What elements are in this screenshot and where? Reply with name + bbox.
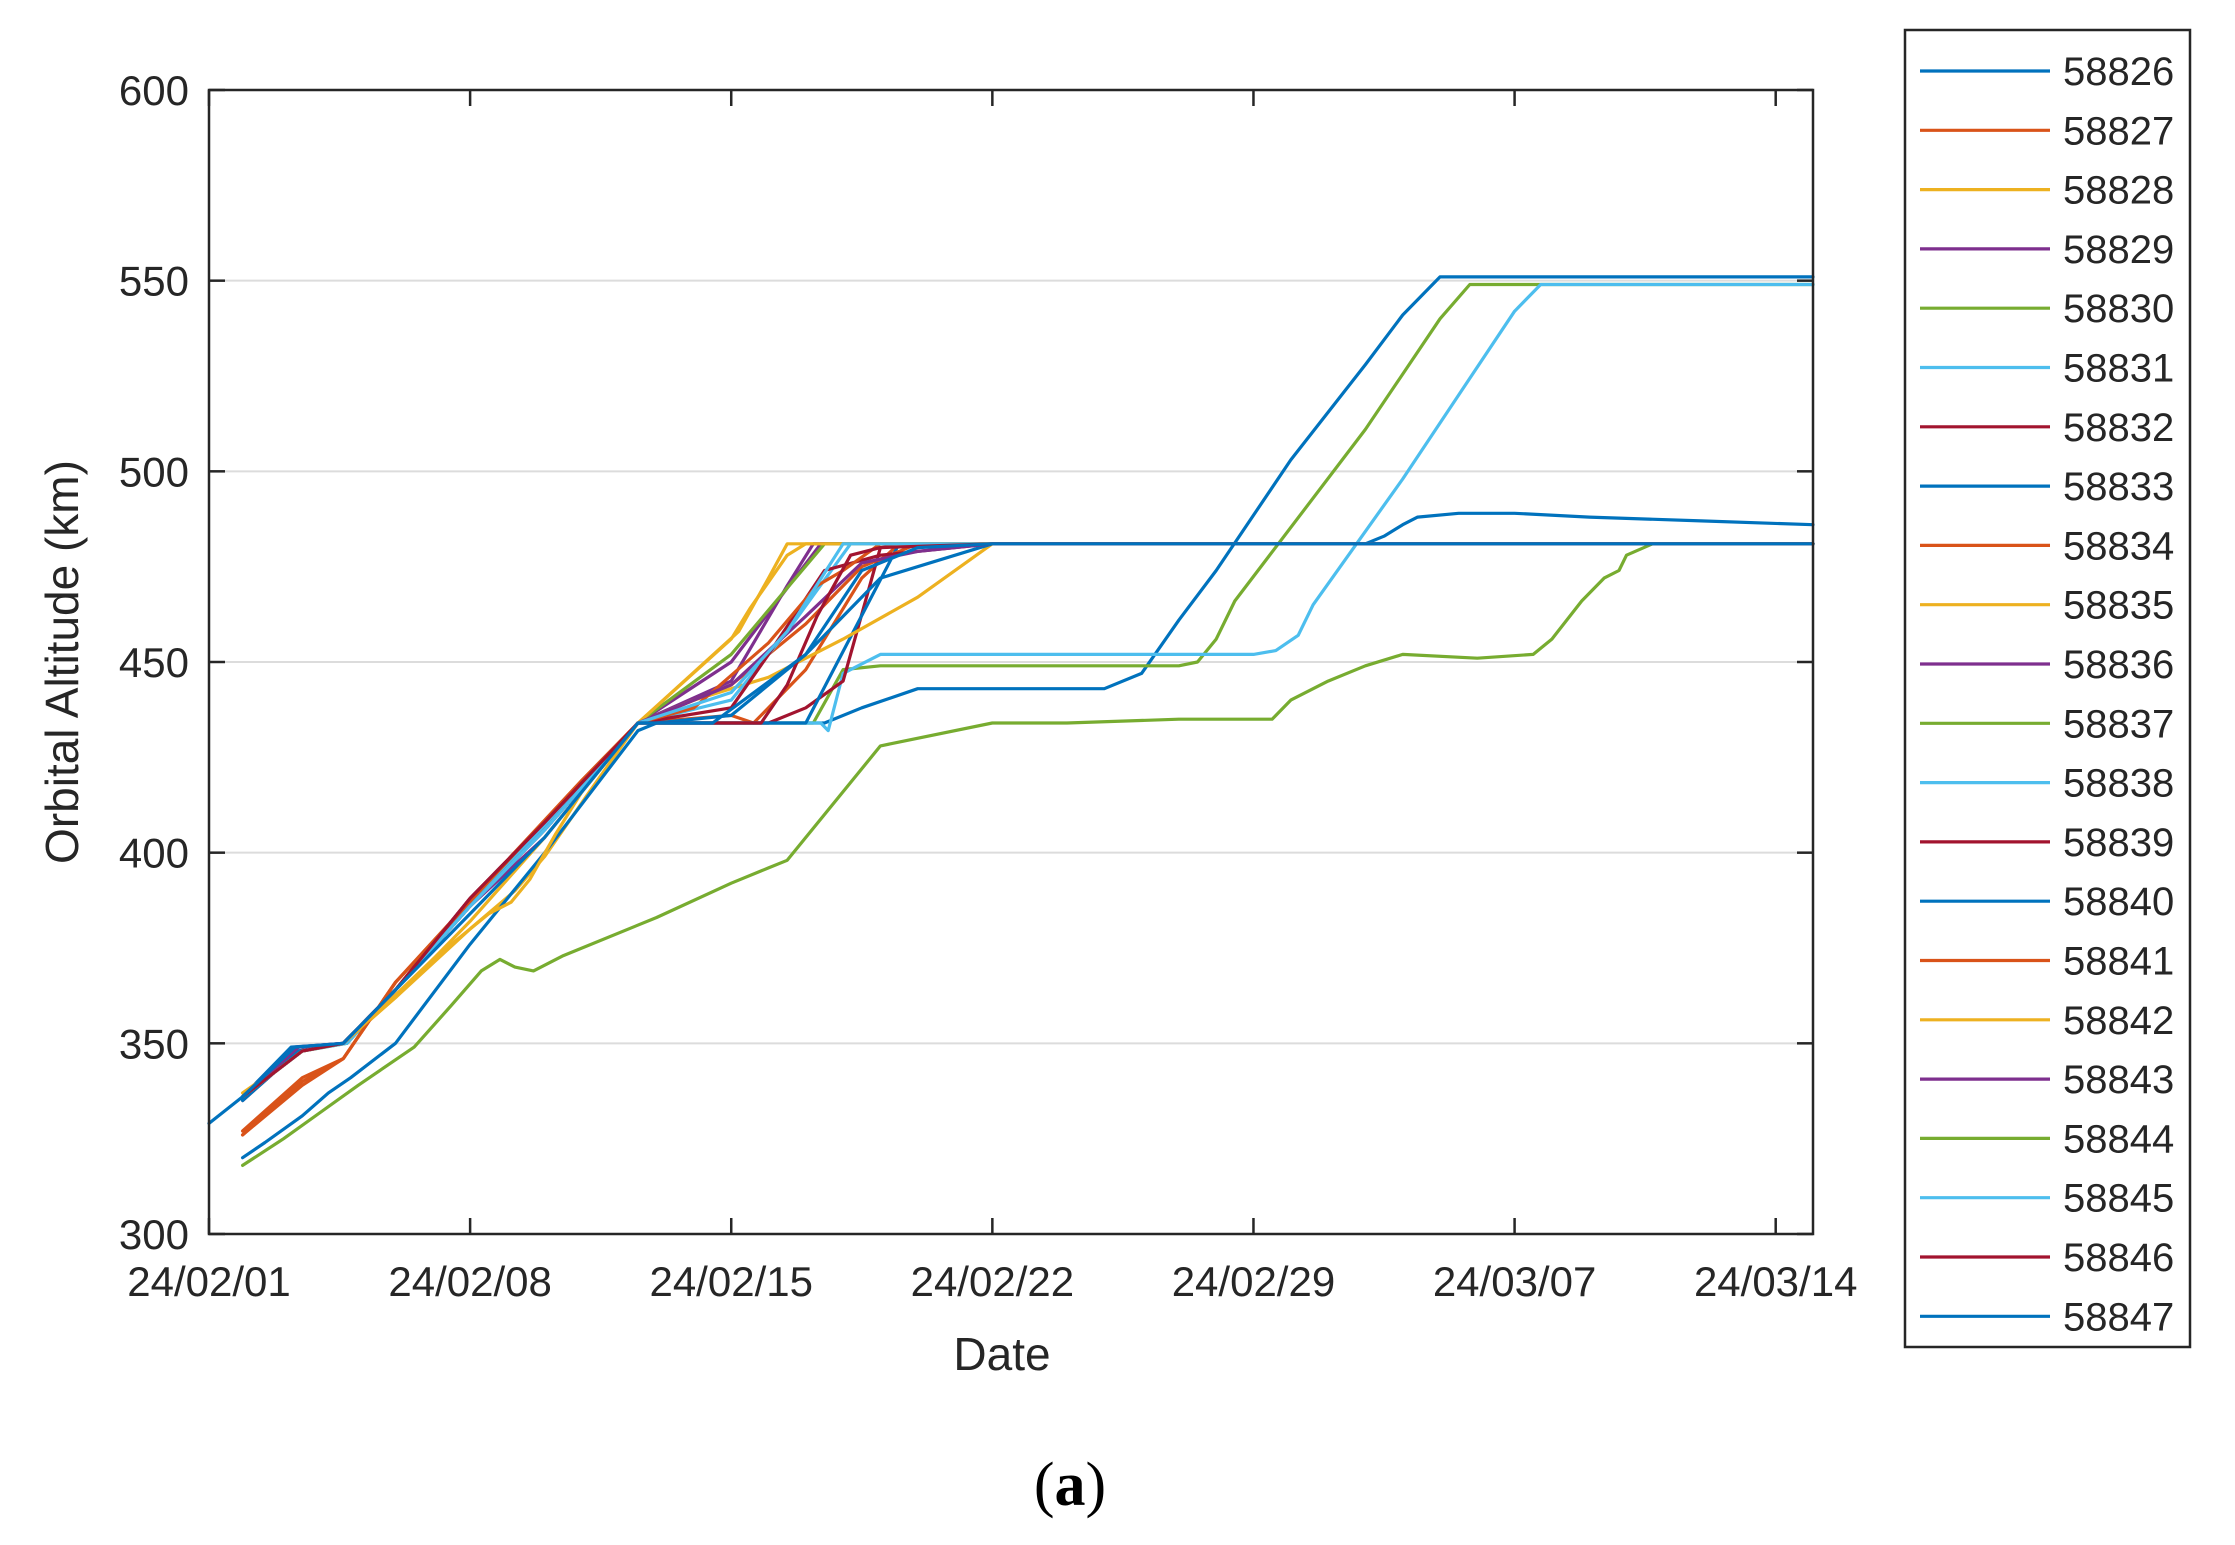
legend-label: 58843: [2063, 1058, 2174, 1102]
legend-entry-58831: 58831: [1920, 347, 2174, 391]
legend-label: 58846: [2063, 1236, 2174, 1280]
legend-label: 58847: [2063, 1295, 2174, 1339]
x-tick-label: 24/03/07: [1433, 1258, 1597, 1305]
y-tick-label: 500: [119, 448, 189, 495]
legend-label: 58833: [2063, 465, 2174, 509]
legend-label: 58838: [2063, 762, 2174, 806]
y-axis-ticks: 300 350 400 450 500 550 600: [119, 67, 1813, 1258]
x-tick-label: 24/03/14: [1694, 1258, 1858, 1305]
legend-entry-58826: 58826: [1920, 50, 2174, 94]
x-tick-label: 24/02/29: [1172, 1258, 1336, 1305]
legend-entry-58841: 58841: [1920, 940, 2174, 984]
y-tick-label: 400: [119, 830, 189, 877]
legend-entry-58844: 58844: [1920, 1117, 2174, 1161]
legend-label: 58844: [2063, 1117, 2174, 1161]
legend-entry-58835: 58835: [1920, 584, 2174, 628]
legend-label: 58827: [2063, 109, 2174, 153]
legend-entry-58838: 58838: [1920, 762, 2174, 806]
legend-label: 58842: [2063, 999, 2174, 1043]
legend-entry-58842: 58842: [1920, 999, 2174, 1043]
legend-entry-58834: 58834: [1920, 524, 2174, 568]
x-tick-label: 24/02/15: [649, 1258, 813, 1305]
legend-entry-58829: 58829: [1920, 228, 2174, 272]
series-line-58844: [241, 542, 1815, 1168]
legend-entry-58847: 58847: [1920, 1295, 2174, 1339]
legend-entry-58830: 58830: [1920, 287, 2174, 331]
legend-label: 58840: [2063, 880, 2174, 924]
legend-entry-58839: 58839: [1920, 821, 2174, 865]
y-axis-title: Orbital Altitude (km): [36, 460, 88, 864]
legend-entry-58828: 58828: [1920, 169, 2174, 213]
series-lines: [207, 275, 1815, 1168]
series-line-58847: [207, 542, 1815, 1126]
y-tick-label: 550: [119, 258, 189, 305]
legend-label: 58831: [2063, 347, 2174, 391]
x-tick-label: 24/02/01: [127, 1258, 291, 1305]
legend-entry-58827: 58827: [1920, 109, 2174, 153]
y-tick-label: 600: [119, 67, 189, 114]
legend-label: 58834: [2063, 524, 2174, 568]
legend-label: 58841: [2063, 940, 2174, 984]
series-line-58842: [241, 542, 1815, 1099]
y-tick-label: 350: [119, 1020, 189, 1067]
y-tick-label: 450: [119, 639, 189, 686]
legend-label: 58837: [2063, 702, 2174, 746]
x-axis-ticks: 24/02/01 24/02/08 24/02/15 24/02/22 24/02/29…: [127, 90, 1857, 1305]
legend-entry-58832: 58832: [1920, 406, 2174, 450]
legend-entry-58846: 58846: [1920, 1236, 2174, 1280]
legend-entry-58845: 58845: [1920, 1177, 2174, 1221]
legend-entry-58836: 58836: [1920, 643, 2174, 687]
legend-label: 58839: [2063, 821, 2174, 865]
legend-label: 58835: [2063, 584, 2174, 628]
legend-label: 58829: [2063, 228, 2174, 272]
legend-label: 58836: [2063, 643, 2174, 687]
legend-label: 58826: [2063, 50, 2174, 94]
x-tick-label: 24/02/08: [388, 1258, 552, 1305]
y-tick-label: 300: [119, 1211, 189, 1258]
x-axis-title: Date: [953, 1328, 1050, 1380]
legend-label: 58828: [2063, 169, 2174, 213]
legend-entry-58840: 58840: [1920, 880, 2174, 924]
x-tick-label: 24/02/22: [911, 1258, 1075, 1305]
legend: 58826 58827 58828 58829 58830 58831 58832 58833…: [1903, 28, 2192, 1349]
legend-label: 58830: [2063, 287, 2174, 331]
legend-label: 58832: [2063, 406, 2174, 450]
legend-entry-58843: 58843: [1920, 1058, 2174, 1102]
legend-entry-58833: 58833: [1920, 465, 2174, 509]
legend-entry-58837: 58837: [1920, 702, 2174, 746]
panel-label: (a): [1034, 1451, 1106, 1519]
legend-label: 58845: [2063, 1177, 2174, 1221]
